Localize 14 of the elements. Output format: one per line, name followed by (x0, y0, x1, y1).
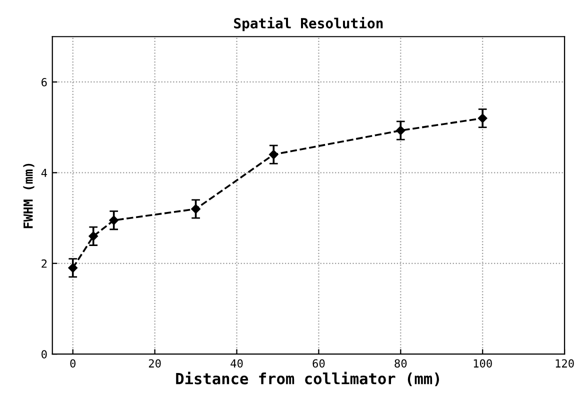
x-tick-label: 120 (556, 359, 574, 368)
x-tick-label: 20 (148, 359, 161, 368)
y-tick-label: 0 (42, 350, 47, 358)
x-axis-title: Distance from collimator (mm) (176, 372, 439, 386)
x-tick-label: 0 (70, 359, 76, 368)
y-tick-label: 2 (42, 259, 47, 268)
y-axis-title: FWHM (mm) (23, 164, 34, 228)
x-tick-label: 80 (394, 359, 407, 368)
y-tick-label: 4 (41, 168, 47, 177)
chart-title: Spatial Resolution (234, 17, 383, 32)
x-tick-label: 40 (230, 359, 243, 368)
y-tick-label: 6 (42, 78, 47, 86)
x-tick-label: 60 (312, 359, 325, 368)
x-tick-label: 100 (474, 359, 492, 368)
